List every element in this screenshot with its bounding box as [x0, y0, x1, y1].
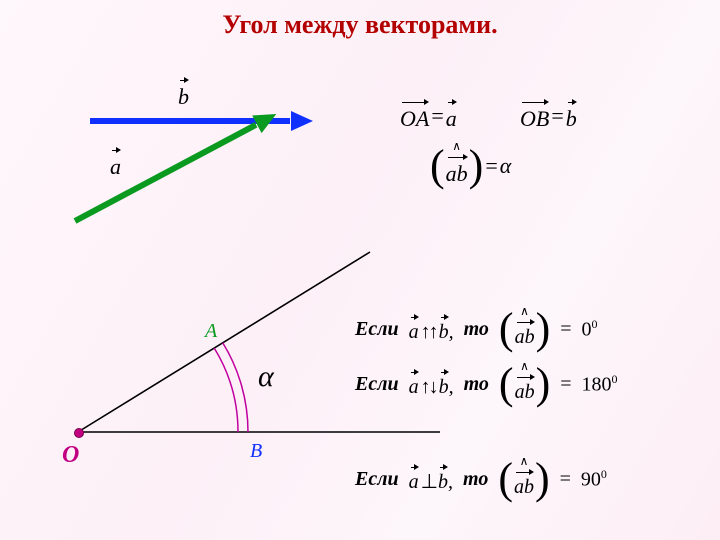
label-alpha: α [258, 360, 274, 394]
angle-diagram [0, 0, 720, 540]
then-kw: то [463, 468, 488, 491]
case-row-2: Еслиa⊥b,то(ab)=900 [355, 460, 607, 499]
label-o: O [62, 442, 79, 469]
eq-angle-def: ( ab ) = α [430, 145, 511, 187]
then-kw: то [464, 318, 489, 341]
label-a-point: А [205, 320, 217, 343]
if-kw: Если [355, 468, 399, 491]
point-o [74, 428, 84, 438]
eq-oa: OA = a [400, 100, 457, 132]
label-b-point: В [250, 440, 262, 463]
eq-ob: OB = b [520, 100, 577, 132]
slide: Угол между векторами. b a O А В α OA = a… [0, 0, 720, 540]
then-kw: то [464, 373, 489, 396]
case-row-1: Еслиa↑↓b,то(ab)=1800 [355, 365, 618, 404]
if-kw: Если [355, 318, 399, 341]
case-row-0: Еслиa↑↑b,то(ab)=00 [355, 310, 598, 349]
if-kw: Если [355, 373, 399, 396]
